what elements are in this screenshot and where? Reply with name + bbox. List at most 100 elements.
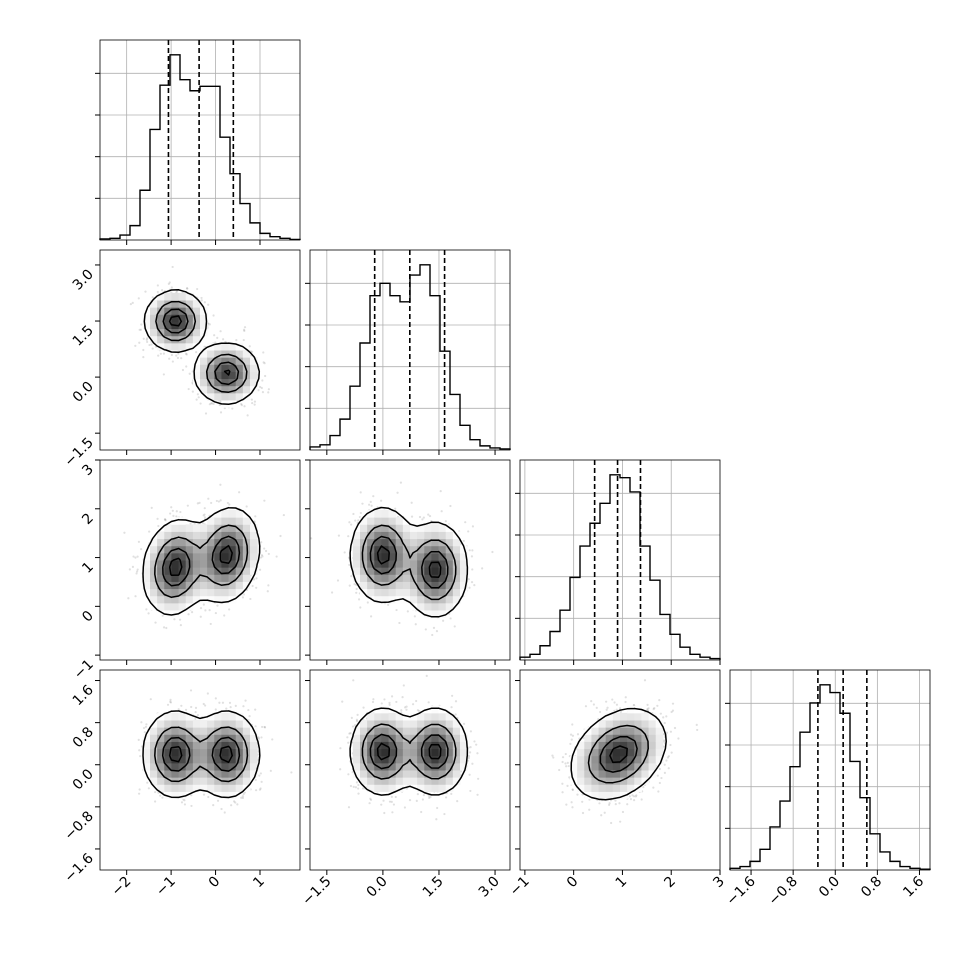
- density-cell: [185, 307, 194, 315]
- scatter-point: [355, 587, 358, 591]
- scatter-point: [199, 606, 203, 610]
- scatter-point: [195, 398, 198, 401]
- scatter-point: [168, 357, 171, 360]
- scatter-point: [432, 626, 436, 629]
- scatter-point: [170, 506, 173, 509]
- density-cell: [171, 560, 180, 568]
- density-cell: [388, 588, 397, 597]
- density-cell: [164, 531, 172, 540]
- density-cell: [381, 517, 390, 525]
- density-cell: [452, 595, 461, 604]
- density-cell: [410, 595, 418, 604]
- density-cell: [395, 517, 404, 525]
- scatter-point: [261, 379, 264, 382]
- density-cell: [207, 552, 215, 561]
- scatter-point: [399, 481, 403, 484]
- density-cell: [178, 552, 187, 561]
- density-cell: [221, 350, 230, 358]
- scatter-point: [257, 389, 260, 392]
- scatter-point: [357, 598, 361, 601]
- density-cell: [381, 567, 390, 575]
- density-cell: [221, 538, 230, 547]
- scatter-point: [254, 515, 257, 518]
- scatter-point: [264, 374, 267, 378]
- density-cell: [360, 531, 368, 540]
- density-cell: [235, 517, 244, 525]
- density-cell: [235, 567, 244, 575]
- scatter-point: [359, 606, 362, 609]
- scatter-point: [473, 584, 476, 587]
- density-cell: [438, 602, 447, 611]
- density-cell: [417, 574, 425, 582]
- density-cell: [157, 314, 165, 322]
- density-cell: [185, 588, 194, 597]
- scatter-point: [150, 506, 153, 509]
- scatter-point: [207, 303, 210, 306]
- density-cell: [417, 581, 425, 590]
- scatter-point: [145, 338, 148, 341]
- density-cell: [360, 567, 368, 575]
- scatter-point: [259, 385, 262, 389]
- density-cell: [228, 538, 237, 547]
- density-cell: [185, 595, 194, 604]
- density-cell: [381, 538, 390, 547]
- density-cell: [214, 364, 222, 372]
- scatter-point: [260, 780, 263, 783]
- density-cell: [388, 531, 397, 540]
- density-cell: [207, 342, 215, 351]
- scatter-point: [170, 286, 173, 289]
- density-cell: [228, 581, 237, 590]
- density-cell: [192, 378, 201, 387]
- scatter-point: [262, 361, 265, 364]
- density-cell: [424, 552, 432, 561]
- scatter-point: [260, 554, 264, 557]
- density-cell: [142, 321, 151, 330]
- density-cell: [381, 595, 390, 604]
- scatter-point: [154, 621, 157, 624]
- density-cell: [228, 350, 237, 358]
- density-cell: [452, 560, 461, 568]
- density-cell: [445, 581, 454, 590]
- density-cell: [200, 321, 208, 330]
- scatter-point: [352, 512, 355, 516]
- scatter-point: [189, 522, 192, 525]
- density-cell: [192, 328, 201, 337]
- scatter-point: [175, 354, 178, 357]
- density-cell: [417, 567, 425, 575]
- scatter-point: [196, 287, 199, 291]
- density-cell: [431, 524, 440, 532]
- density-cell: [171, 335, 180, 344]
- density-cell: [207, 574, 215, 582]
- density-cell: [235, 342, 244, 351]
- density-cell: [192, 545, 201, 554]
- density-cell: [150, 588, 158, 597]
- scatter-point: [129, 303, 132, 306]
- scatter-point: [263, 499, 266, 502]
- density-cell: [235, 524, 244, 532]
- scatter-point: [187, 613, 190, 616]
- density-cell: [438, 531, 447, 540]
- density-cell: [445, 567, 454, 575]
- density-cell: [200, 560, 208, 568]
- scatter-point: [200, 296, 203, 300]
- scatter-point: [225, 707, 228, 710]
- density-cell: [431, 567, 440, 575]
- density-cell: [388, 567, 397, 575]
- scatter-point: [422, 516, 425, 519]
- density-cell: [250, 378, 258, 387]
- density-cell: [367, 588, 375, 597]
- density-cell: [228, 364, 237, 372]
- scatter-point: [169, 700, 172, 703]
- scatter-point: [427, 513, 430, 516]
- scatter-point: [203, 513, 206, 516]
- density-cell: [185, 314, 194, 322]
- scatter-point: [187, 387, 190, 391]
- scatter-point: [226, 501, 229, 505]
- density-cell: [250, 531, 258, 540]
- density-cell: [228, 385, 237, 394]
- density-cell: [228, 342, 237, 351]
- density-cell: [164, 545, 172, 554]
- density-cell: [142, 581, 151, 590]
- density-cell: [150, 581, 158, 590]
- density-cell: [352, 552, 361, 561]
